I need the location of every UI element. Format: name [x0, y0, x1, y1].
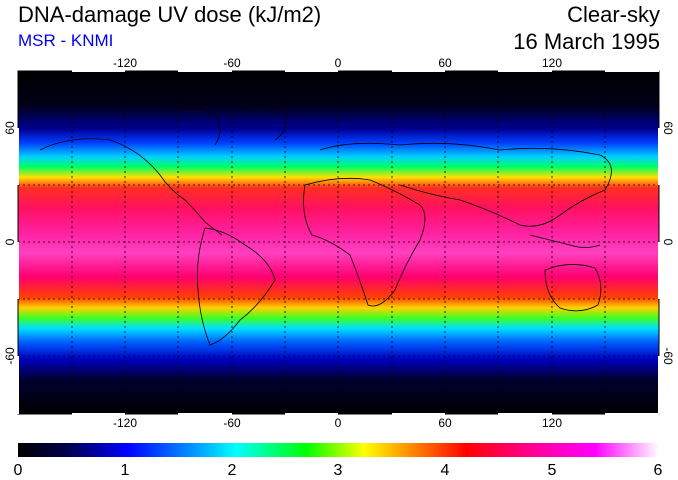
colorbar-gradient [18, 443, 659, 457]
lon-tick-bottom: -120 [113, 416, 137, 430]
lat-labels: 60 0 -60 60 0 -60 [3, 121, 675, 365]
source-label: MSR - KNMI [18, 31, 114, 50]
colorbar-label: 3 [334, 462, 343, 479]
lon-tick-bottom: 0 [335, 416, 342, 430]
colorbar-labels: 0 1 2 3 4 5 6 [14, 462, 663, 479]
map-title: DNA-damage UV dose (kJ/m2) [18, 2, 322, 27]
lat-tick-right: 0 [661, 239, 675, 246]
lon-tick-top: 60 [438, 56, 452, 70]
lat-tick-right: 60 [661, 121, 675, 135]
lon-tick-bottom: -60 [223, 416, 241, 430]
lon-tick-top: -60 [223, 56, 241, 70]
colorbar-label: 2 [228, 462, 237, 479]
colorbar-label: 1 [121, 462, 130, 479]
colorbar-label: 5 [548, 462, 557, 479]
map-plot-area [17, 70, 660, 415]
lon-tick-top: 120 [542, 56, 562, 70]
coastlines [39, 105, 612, 346]
lon-tick-top: -120 [113, 56, 137, 70]
lat-tick-left: -60 [3, 347, 17, 365]
lat-tick-left: 0 [3, 238, 17, 245]
frame-ticks [17, 70, 660, 415]
lon-tick-bottom: 60 [438, 416, 452, 430]
lon-tick-bottom: 120 [542, 416, 562, 430]
condition-label: Clear-sky [567, 2, 660, 27]
colorbar-label: 4 [441, 462, 450, 479]
colorbar-label: 0 [14, 462, 23, 479]
lat-tick-left: 60 [3, 121, 17, 135]
lon-tick-top: 0 [335, 56, 342, 70]
lon-labels: -120 -60 0 60 120 -120 -60 0 60 120 [113, 56, 562, 430]
lat-tick-right: -60 [661, 347, 675, 365]
graticule [18, 71, 659, 414]
colorbar-label: 6 [654, 462, 663, 479]
date-label: 16 March 1995 [513, 29, 660, 54]
